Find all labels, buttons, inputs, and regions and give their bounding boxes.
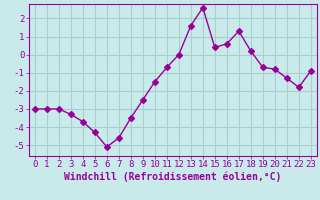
X-axis label: Windchill (Refroidissement éolien,°C): Windchill (Refroidissement éolien,°C) [64, 172, 282, 182]
